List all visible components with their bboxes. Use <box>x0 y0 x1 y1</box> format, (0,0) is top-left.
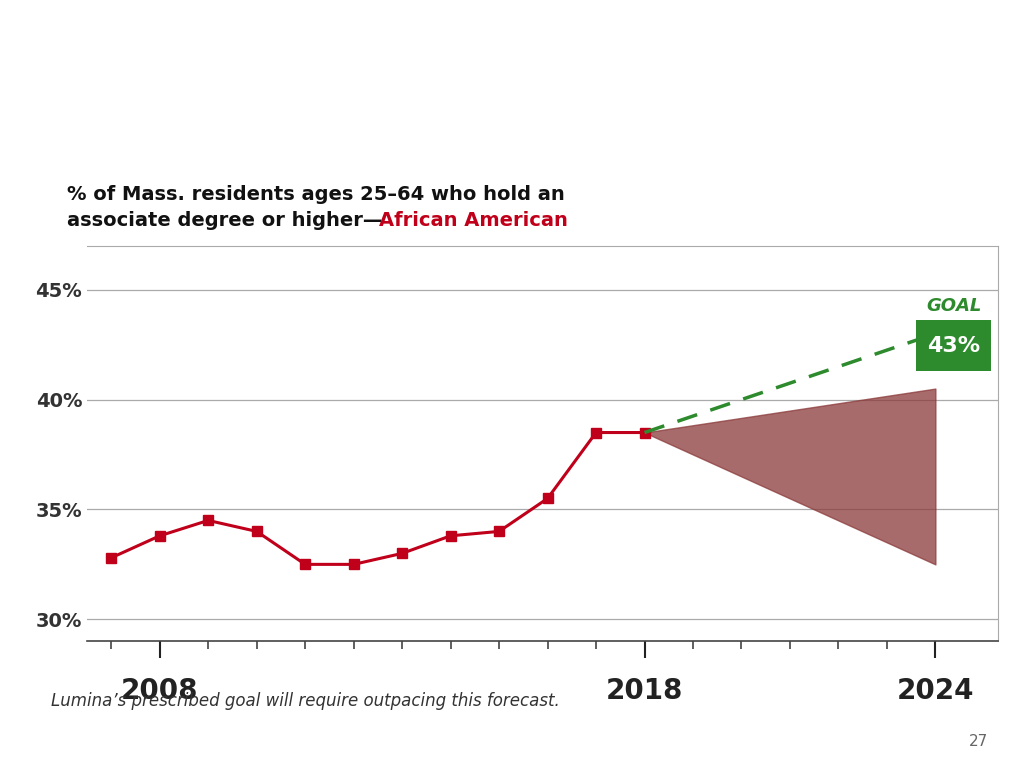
Text: associate degree or higher—: associate degree or higher— <box>67 211 382 230</box>
Text: African American: African American <box>379 211 567 230</box>
Text: 27: 27 <box>969 733 988 749</box>
Text: 43%: 43% <box>927 336 980 356</box>
Text: State Population Goals: State Population Goals <box>34 34 266 51</box>
Text: % of Mass. residents ages 25–64 who hold an: % of Mass. residents ages 25–64 who hold… <box>67 184 564 204</box>
FancyBboxPatch shape <box>916 320 991 371</box>
Text: Lumina’s prescribed goal will require outpacing this forecast.: Lumina’s prescribed goal will require ou… <box>51 693 560 710</box>
Text: 2. Equity in Associate Degree & Higher: 2. Equity in Associate Degree & Higher <box>34 81 947 123</box>
Text: GOAL: GOAL <box>926 297 981 315</box>
